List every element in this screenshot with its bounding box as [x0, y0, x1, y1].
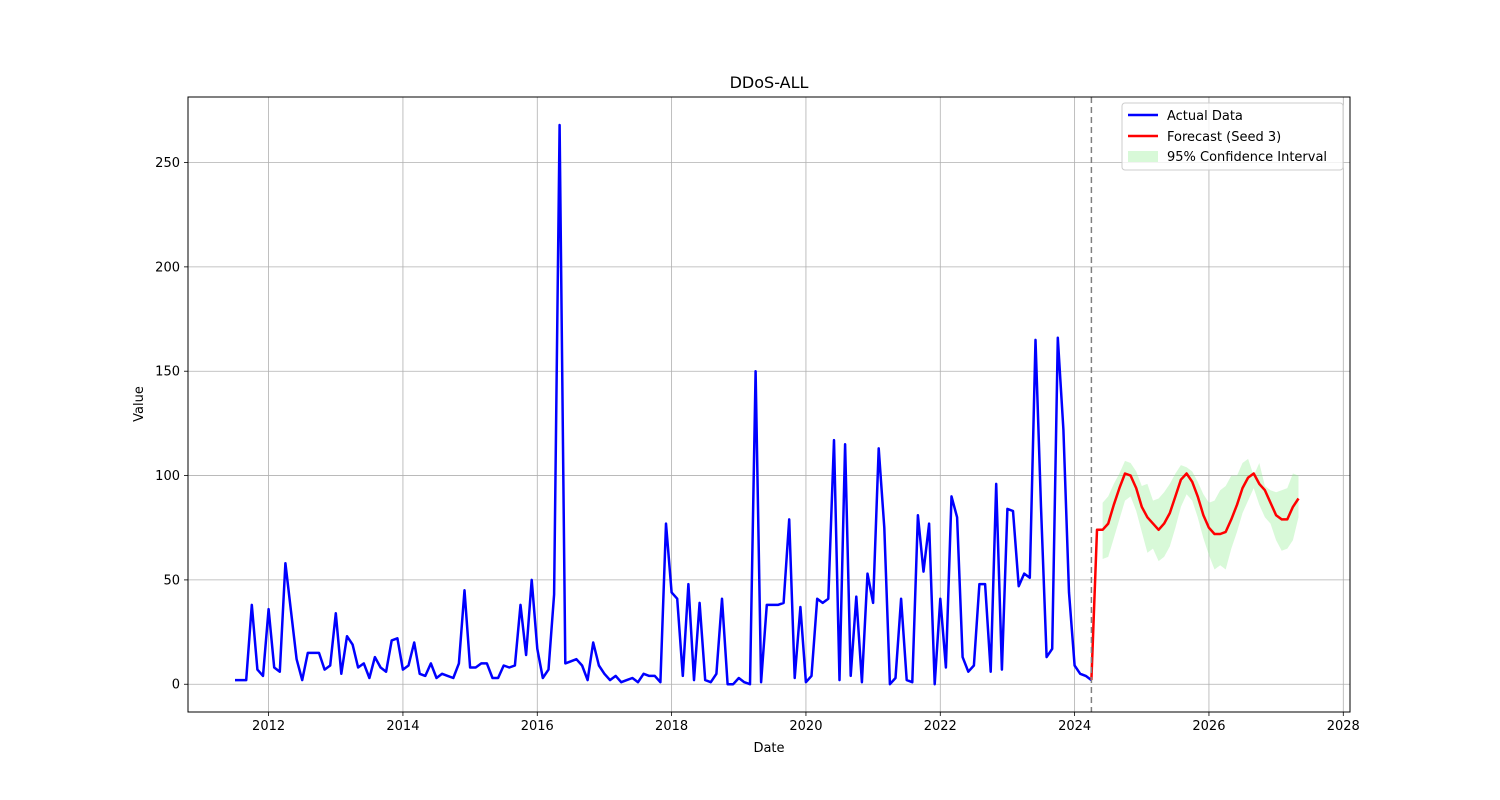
actual-data-line [235, 123, 1093, 686]
legend: Actual Data Forecast (Seed 3) 95% Confid… [1121, 102, 1344, 171]
x-tick-label: 2024 [1058, 719, 1091, 734]
y-axis-label: Value [132, 386, 147, 422]
x-tick-label: 2016 [521, 719, 554, 734]
x-tick-label: 2022 [924, 719, 957, 734]
y-tick-label: 250 [155, 156, 180, 171]
legend-swatch-ci [1128, 151, 1158, 162]
forecast-line [1090, 472, 1300, 681]
y-tick-label: 200 [155, 260, 180, 275]
legend-label-actual: Actual Data [1167, 109, 1243, 124]
legend-label-forecast: Forecast (Seed 3) [1167, 130, 1281, 145]
x-axis-ticks: 2012 2014 2016 2018 2020 2022 2024 2026 2028 [252, 712, 1360, 734]
x-axis-label: Date [753, 741, 784, 756]
x-tick-label: 2014 [386, 719, 419, 734]
y-axis-ticks: 0 50 100 150 200 250 [155, 156, 188, 693]
ci-area [1102, 458, 1299, 570]
y-tick-label: 100 [155, 469, 180, 484]
x-tick-label: 2026 [1192, 719, 1225, 734]
plot-frame [187, 96, 1351, 713]
legend-label-ci: 95% Confidence Interval [1167, 150, 1327, 165]
confidence-interval-band [1102, 458, 1299, 570]
x-tick-label: 2012 [252, 719, 285, 734]
chart-title: DDoS-ALL [730, 73, 809, 92]
y-tick-label: 50 [163, 573, 180, 588]
series-lines [235, 123, 1300, 686]
legend-box [1121, 102, 1344, 171]
y-tick-label: 0 [172, 678, 180, 693]
y-tick-label: 150 [155, 365, 180, 380]
x-tick-label: 2018 [655, 719, 688, 734]
x-tick-label: 2028 [1327, 719, 1360, 734]
grid-lines [188, 97, 1350, 712]
x-tick-label: 2020 [789, 719, 822, 734]
